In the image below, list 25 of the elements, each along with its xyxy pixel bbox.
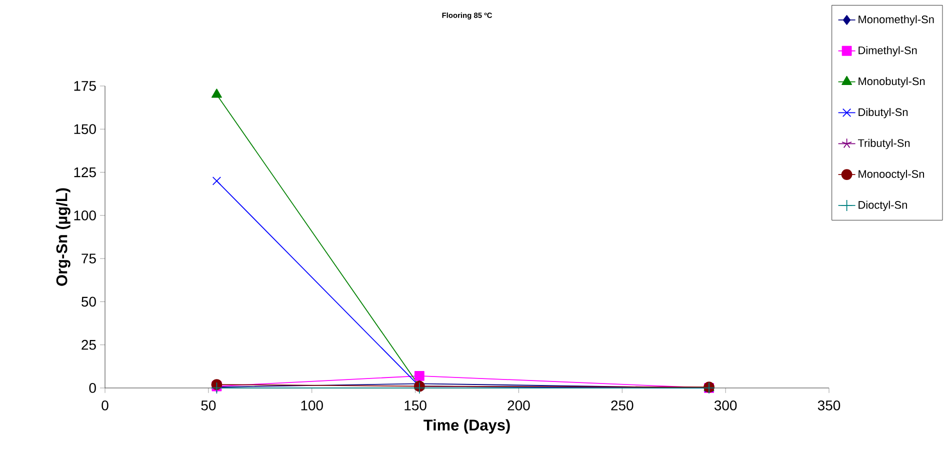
x-tick-label: 150 — [404, 400, 426, 410]
legend-label: Monobutyl-Sn — [858, 77, 925, 88]
legend-label: Tributyl-Sn — [858, 138, 910, 150]
y-axis-title: Org-Sn (µg/L) — [56, 188, 70, 286]
legend-label: Dibutyl-Sn — [858, 108, 908, 118]
x-tick-label: 200 — [508, 400, 530, 410]
y-tick-label: 150 — [74, 124, 96, 134]
y-tick-label: 175 — [74, 81, 96, 91]
y-tick-label: 50 — [82, 296, 96, 307]
legend-label: Monomethyl-Sn — [858, 15, 934, 26]
x-tick-label: 300 — [714, 400, 737, 410]
y-tick-label: 75 — [82, 254, 96, 264]
x-tick-label: 50 — [201, 400, 216, 410]
x-axis-title: Time (Days) — [424, 419, 510, 434]
legend-label: Monooctyl-Sn — [858, 170, 924, 180]
legend-label: Dimethyl-Sn — [858, 46, 917, 56]
x-tick-label: 250 — [611, 400, 634, 410]
legend-label: Dioctyl-Sn — [858, 200, 907, 211]
y-tick-label: 25 — [82, 340, 96, 350]
y-tick-label: 125 — [74, 167, 96, 178]
y-tick-label: 0 — [89, 383, 96, 393]
x-tick-label: 350 — [818, 400, 840, 410]
y-tick-label: 100 — [74, 210, 96, 220]
x-tick-label: 100 — [301, 400, 323, 410]
x-tick-label: 0 — [102, 400, 108, 410]
